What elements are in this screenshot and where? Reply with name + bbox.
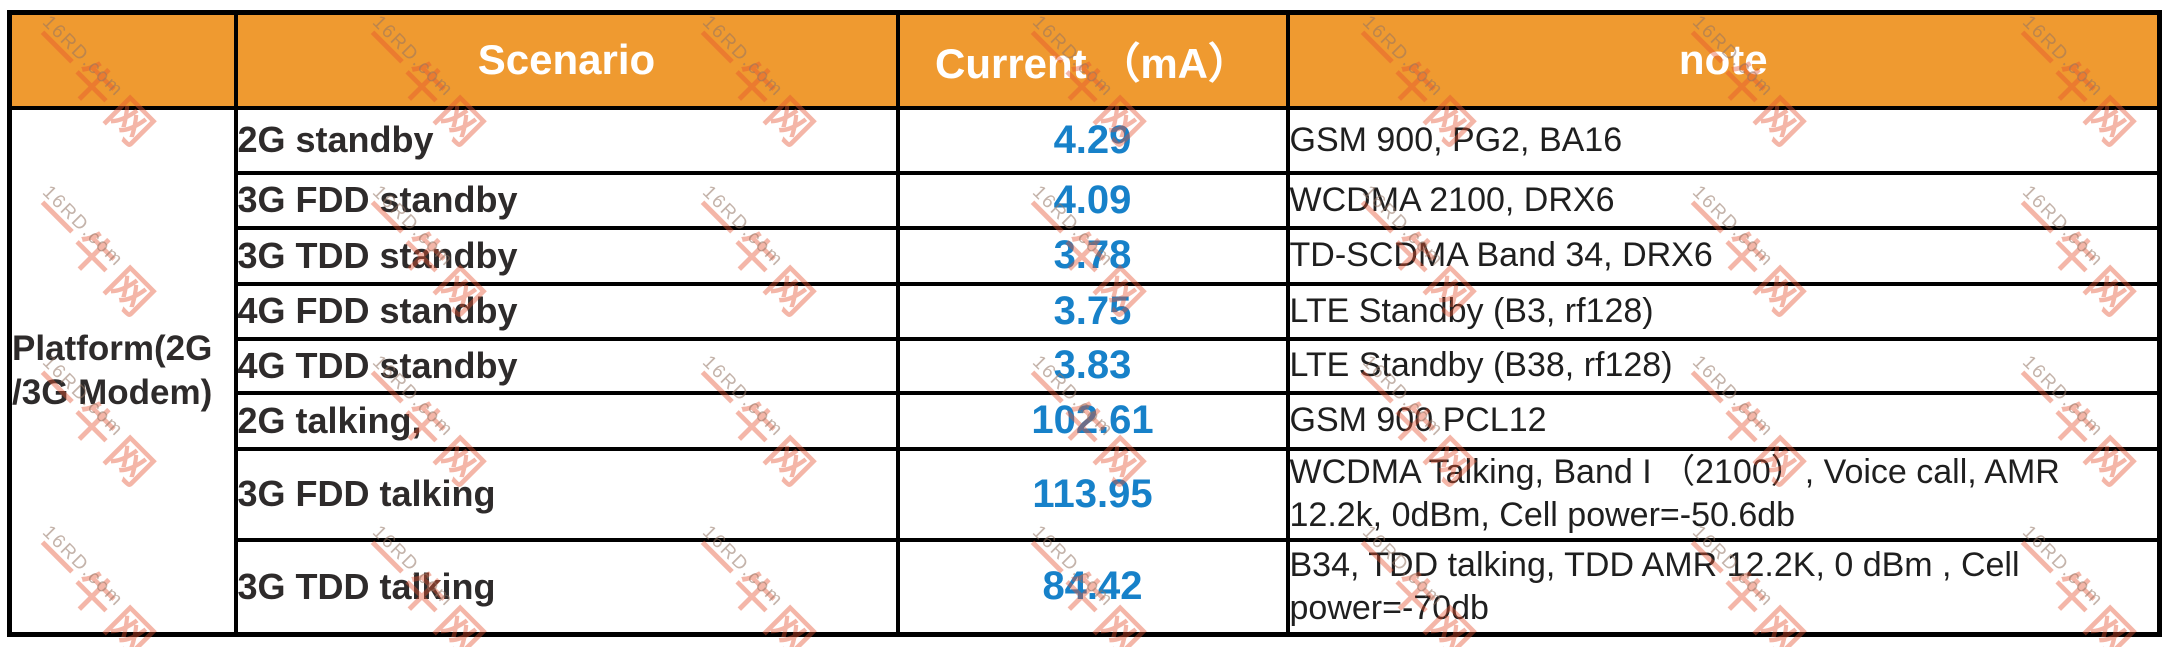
header-row: Scenario Current （mA） note: [7, 10, 2162, 110]
scenario-cell: 3G FDD talking: [233, 446, 900, 542]
note-cell: LTE Standby (B3, rf128): [1285, 281, 2162, 341]
note-cell: GSM 900 PCL12: [1285, 390, 2162, 451]
scenario-cell: 3G TDD talking: [233, 537, 900, 637]
table-row: 3G FDD talking 113.95 WCDMA Talking, Ban…: [10, 446, 2162, 542]
note-cell: WCDMA Talking, Band I （2100）, Voice call…: [1285, 446, 2162, 542]
note-cell: TD-SCDMA Band 34, DRX6: [1285, 225, 2162, 286]
current-value-cell: 3.78: [895, 225, 1290, 286]
scenario-cell: 4G FDD standby: [233, 281, 900, 341]
table-row: 4G TDD standby 3.83 LTE Standby (B38, rf…: [10, 336, 2162, 395]
note-cell: GSM 900, PG2, BA16: [1285, 105, 2162, 175]
header-cell-platform: [7, 10, 238, 110]
current-value-cell: 113.95: [895, 446, 1290, 542]
note-cell: WCDMA 2100, DRX6: [1285, 170, 2162, 230]
table-row: 4G FDD standby 3.75 LTE Standby (B3, rf1…: [10, 281, 2162, 341]
current-value-cell: 3.75: [895, 281, 1290, 341]
current-value-cell: 3.83: [895, 336, 1290, 395]
header-cell-scenario: Scenario: [233, 10, 900, 110]
scenario-cell: 2G standby: [233, 105, 900, 175]
scenario-cell: 4G TDD standby: [233, 336, 900, 395]
scenario-cell: 3G TDD standby: [233, 225, 900, 286]
table-row: 3G TDD talking 84.42 B34, TDD talking, T…: [10, 537, 2162, 637]
scenario-cell: 2G talking,: [233, 390, 900, 451]
table-row: 3G TDD standby 3.78 TD-SCDMA Band 34, DR…: [10, 225, 2162, 286]
table-row: 3G FDD standby 4.09 WCDMA 2100, DRX6: [10, 170, 2162, 230]
table-row: 2G talking, 102.61 GSM 900 PCL12: [10, 390, 2162, 451]
power-consumption-table: Scenario Current （mA） note Platform(2G /…: [7, 10, 2162, 637]
platform-label-cell: Platform(2G /3G Modem): [7, 105, 238, 637]
current-value-cell: 4.09: [895, 170, 1290, 230]
header-cell-note: note: [1285, 10, 2162, 110]
current-value-cell: 102.61: [895, 390, 1290, 451]
header-cell-current: Current （mA）: [895, 10, 1290, 110]
current-value-cell: 84.42: [895, 537, 1290, 637]
scenario-cell: 3G FDD standby: [233, 170, 900, 230]
note-cell: LTE Standby (B38, rf128): [1285, 336, 2162, 395]
table-row: Platform(2G /3G Modem) 2G standby 4.29 G…: [7, 105, 2162, 637]
current-value-cell: 4.29: [895, 105, 1290, 175]
note-cell: B34, TDD talking, TDD AMR 12.2K, 0 dBm ,…: [1285, 537, 2162, 637]
